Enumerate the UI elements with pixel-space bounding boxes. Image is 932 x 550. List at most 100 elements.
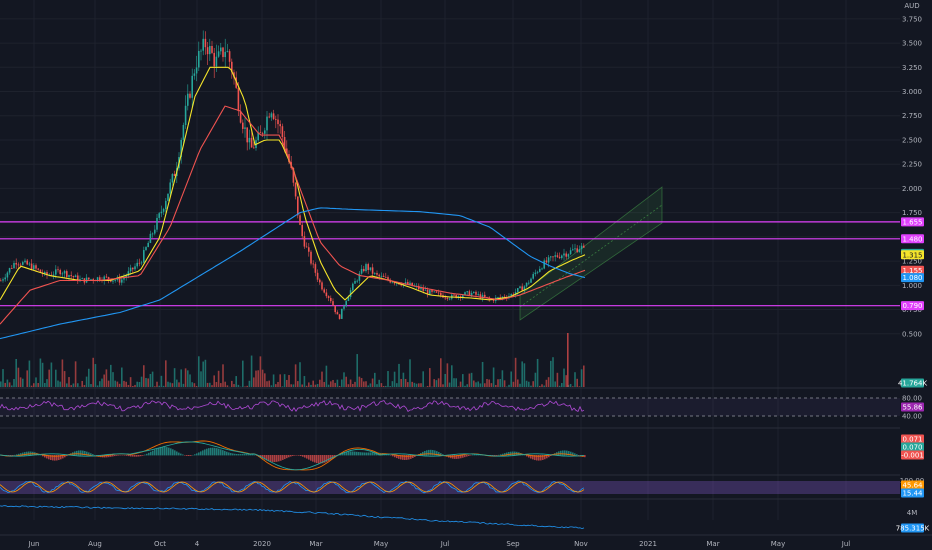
candle-body <box>233 72 235 78</box>
volume-bar <box>70 385 72 387</box>
volume-bar <box>323 381 325 387</box>
volume-bar <box>382 385 385 387</box>
candle-body <box>530 278 532 283</box>
volume-bar <box>0 381 2 387</box>
volume-bar <box>231 380 233 387</box>
candle-body <box>261 133 264 134</box>
volume-bar <box>4 382 6 387</box>
volume-bar <box>572 386 574 387</box>
volume-bar <box>226 385 229 387</box>
candle-body <box>52 274 55 276</box>
volume-bar <box>180 369 182 387</box>
volume-bar <box>459 381 462 387</box>
tag-label: 45.64 <box>902 482 923 490</box>
candle-body <box>147 242 149 248</box>
candle-body <box>310 251 312 264</box>
macd-hist <box>432 449 434 456</box>
macd-hist <box>388 454 390 456</box>
candle-body <box>503 296 506 298</box>
time-label: Sep <box>506 540 520 548</box>
candle-body <box>6 272 9 278</box>
candle-body <box>376 272 378 275</box>
volume-bar <box>547 377 550 387</box>
volume-bar <box>41 362 44 387</box>
macd-hist <box>92 454 94 456</box>
volume-bar <box>466 384 468 387</box>
macd-hist <box>178 452 180 456</box>
candle-body <box>138 262 141 264</box>
candle-body <box>404 282 407 284</box>
macd-hist <box>430 449 432 456</box>
candle-body <box>378 274 380 277</box>
volume-bar <box>433 379 435 387</box>
macd-hist <box>352 451 354 456</box>
volume-bar <box>279 374 281 387</box>
candle-body <box>165 200 167 209</box>
volume-bar <box>536 358 539 387</box>
candle-body <box>8 268 11 273</box>
volume-bar <box>358 376 361 387</box>
volume-bar <box>354 381 356 387</box>
ma-line-ema_long <box>0 207 586 340</box>
macd-hist <box>462 455 464 458</box>
macd-hist <box>154 449 156 456</box>
channel-band <box>519 186 663 321</box>
candle-body <box>492 299 495 301</box>
candle-body <box>473 291 475 293</box>
macd-hist <box>532 455 534 460</box>
volume-bar <box>114 380 116 387</box>
candle-body <box>74 275 77 278</box>
candle-body <box>66 271 68 277</box>
volume-bar <box>83 385 86 387</box>
volume-bar <box>374 372 376 387</box>
volume-bar <box>501 370 504 387</box>
candle-body <box>539 268 541 272</box>
macd-hist <box>572 452 574 456</box>
candle-body <box>180 139 182 157</box>
macd-hist <box>244 453 246 456</box>
candle-body <box>11 268 13 269</box>
volume-bar <box>290 384 292 387</box>
macd-hist <box>204 449 206 456</box>
candle-body <box>121 279 123 283</box>
volume-bar <box>246 385 248 387</box>
candle-body <box>301 224 303 237</box>
candle-body <box>244 127 246 129</box>
candle-body <box>572 249 574 251</box>
candle-body <box>250 137 253 148</box>
macd-hist <box>288 455 290 458</box>
candle-body <box>134 266 136 270</box>
candle-body <box>561 255 563 259</box>
volume-bar <box>169 382 171 387</box>
macd-hist <box>308 455 310 460</box>
price-tick: 3.250 <box>902 64 922 72</box>
macd-hist <box>228 452 230 456</box>
macd-hist <box>536 455 538 461</box>
candle-body <box>72 276 75 278</box>
tag-bg <box>901 450 924 460</box>
candle-body <box>554 255 556 257</box>
volume-bar <box>418 383 420 387</box>
candle-body <box>292 168 295 183</box>
macd-hist <box>426 450 428 456</box>
macd-hist <box>208 448 210 456</box>
volume-bar <box>409 359 411 387</box>
price-tag: 1.480 <box>901 234 924 244</box>
candle-body <box>424 289 427 291</box>
volume-bar <box>391 381 394 387</box>
candle-body <box>345 300 347 307</box>
volume-bar <box>488 379 490 387</box>
candle-body <box>448 298 451 300</box>
macd-hist <box>76 450 78 456</box>
macd-hist <box>114 455 116 457</box>
volume-bar <box>517 379 519 387</box>
candle-body <box>242 122 244 129</box>
macd-hist <box>574 453 576 456</box>
candle-body <box>464 292 466 296</box>
macd-hist <box>496 455 498 456</box>
macd-hist <box>412 455 414 458</box>
volume-bar <box>266 381 268 387</box>
macd-hist <box>322 455 324 464</box>
macd-hist <box>280 455 282 461</box>
